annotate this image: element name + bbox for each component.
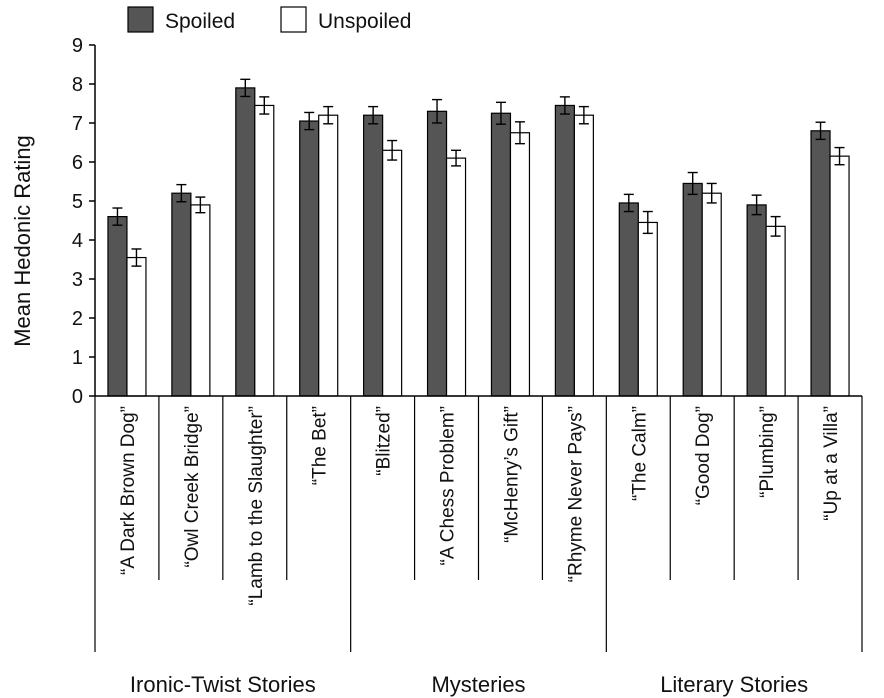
y-tick-label: 3 <box>72 269 83 291</box>
bar-spoiled <box>171 192 192 397</box>
bar-spoiled <box>363 114 384 397</box>
bar-spoiled <box>107 216 128 397</box>
legend-label: Spoiled <box>165 10 235 33</box>
y-tick-label: 0 <box>72 386 83 408</box>
bar-spoiled <box>299 120 320 397</box>
category-label: “A Chess Problem” <box>438 406 459 565</box>
bar-unspoiled <box>573 114 594 397</box>
legend-label: Unspoiled <box>318 10 411 33</box>
y-tick-label: 6 <box>72 152 83 174</box>
bar-unspoiled <box>126 256 147 397</box>
bar-spoiled <box>426 110 448 397</box>
bar-unspoiled <box>509 132 531 397</box>
y-tick-label: 9 <box>72 35 83 57</box>
y-tick-label: 8 <box>72 74 83 96</box>
y-tick-label: 1 <box>72 347 83 369</box>
bar-unspoiled <box>318 114 339 397</box>
bar-unspoiled <box>637 221 658 397</box>
bar-spoiled <box>618 202 639 397</box>
category-label: “Plumbing” <box>757 406 778 498</box>
category-label: “The Bet” <box>310 406 331 485</box>
category-label: “Good Dog” <box>693 406 714 505</box>
y-tick-label: 5 <box>72 191 83 213</box>
y-tick-label: 4 <box>72 230 83 252</box>
bar-spoiled <box>746 204 767 397</box>
bar-unspoiled <box>445 157 467 397</box>
bar-unspoiled <box>701 192 722 397</box>
bar-unspoiled <box>829 155 850 397</box>
legend: Spoiled Unspoiled <box>127 6 411 33</box>
bars <box>107 78 850 397</box>
y-axis-title: Mean Hedonic Rating <box>10 135 35 347</box>
bar-unspoiled <box>254 104 275 397</box>
group-label: Ironic-Twist Stories <box>130 672 316 697</box>
bar-unspoiled <box>765 225 786 397</box>
category-label: “Lamb to the Slaughter” <box>246 406 267 606</box>
bar-spoiled <box>490 112 512 397</box>
category-label: “Up at a Villa” <box>821 406 842 521</box>
category-label: “Owl Creek Bridge” <box>182 406 203 568</box>
bar-spoiled <box>554 104 575 397</box>
y-tick-label: 7 <box>72 113 83 135</box>
bar-unspoiled <box>382 149 403 397</box>
bar-spoiled <box>682 182 703 397</box>
legend-swatch <box>280 6 307 33</box>
legend-swatch <box>127 6 154 33</box>
category-label: “McHenry’s Gift” <box>501 406 522 543</box>
group-label: Mysteries <box>431 672 525 697</box>
x-axis: “A Dark Brown Dog” “Owl Creek Bridge” “Lam… <box>94 395 863 697</box>
bar-unspoiled <box>190 204 211 397</box>
group-label: Literary Stories <box>660 672 808 697</box>
bar-spoiled <box>235 87 256 397</box>
y-axis: 0 1 2 3 4 5 6 7 8 9 <box>72 35 96 408</box>
category-label: “Blitzed” <box>374 406 395 476</box>
category-label: “A Dark Brown Dog” <box>118 406 139 575</box>
y-tick-label: 2 <box>72 308 83 330</box>
category-label: “Rhyme Never Pays” <box>565 406 586 582</box>
category-label: “The Calm” <box>629 406 650 501</box>
bar-spoiled <box>810 130 831 397</box>
